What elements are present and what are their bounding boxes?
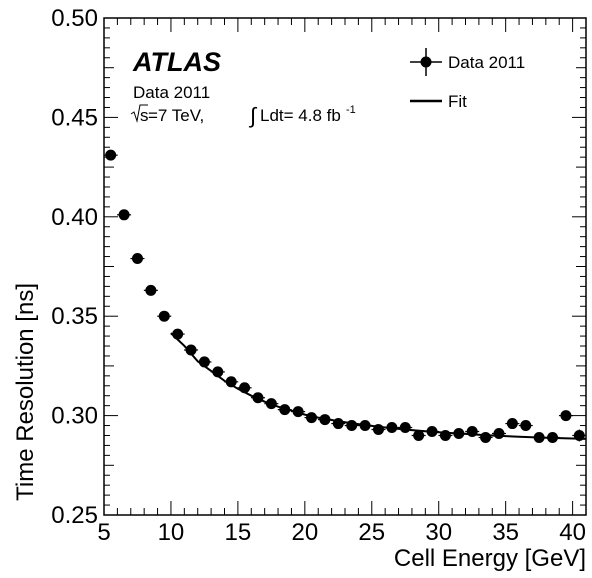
y-axis-ticks: 0.25 0.30 0.35 0.40 0.45 0.50 (51, 5, 586, 529)
y-tick-label: 0.45 (51, 104, 98, 131)
x-tick-label: 30 (425, 519, 452, 546)
data-point (453, 427, 465, 439)
x-tick-label: 5 (97, 519, 110, 546)
legend-entry-fit: Fit (410, 92, 467, 111)
experiment-annotation: ATLAS Data 2011 s =7 TeV, ∫ Ldt= 4.8 fb … (130, 47, 356, 128)
data-point (386, 422, 398, 434)
atlas-label: ATLAS (132, 47, 221, 77)
data-point (131, 253, 143, 265)
x-tick-label: 20 (291, 519, 318, 546)
data-point (560, 410, 572, 422)
data-point (185, 344, 197, 356)
dataset-label: Data 2011 (133, 83, 210, 102)
data-point (319, 414, 331, 426)
data-point (493, 427, 505, 439)
data-point (239, 382, 251, 394)
y-axis-label: Time Resolution [ns] (12, 283, 39, 501)
data-point (292, 406, 304, 418)
data-point (346, 420, 358, 432)
data-point (533, 431, 545, 443)
data-point (332, 418, 344, 430)
y-tick-label: 0.50 (51, 5, 98, 32)
legend-data-marker (420, 56, 432, 68)
data-point (105, 149, 117, 161)
data-point (426, 426, 438, 438)
data-point (399, 422, 411, 434)
legend-entry-data: Data 2011 (410, 48, 525, 76)
x-tick-label: 35 (492, 519, 519, 546)
data-point (372, 424, 384, 436)
data-point (172, 328, 184, 340)
data-point (480, 431, 492, 443)
data-point (359, 420, 371, 432)
data-layer (103, 149, 587, 443)
data-point (118, 209, 130, 221)
x-axis-ticks: 5 10 15 20 25 30 35 40 (97, 18, 587, 546)
legend-fit-label: Fit (448, 92, 467, 111)
conditions-label: s =7 TeV, ∫ Ldt= 4.8 fb -1 (130, 103, 356, 128)
x-tick-label: 15 (225, 519, 252, 546)
data-point (145, 284, 157, 296)
y-tick-label: 0.30 (51, 403, 98, 430)
y-tick-label: 0.35 (51, 303, 98, 330)
sqrt-s-label: s (140, 106, 149, 125)
data-point (466, 426, 478, 438)
data-point (547, 431, 559, 443)
x-tick-label: 10 (158, 519, 185, 546)
integral-symbol: ∫ (248, 103, 258, 128)
y-tick-label: 0.40 (51, 204, 98, 231)
data-point (413, 429, 425, 441)
data-point (225, 376, 237, 388)
data-point (506, 418, 518, 430)
data-point (573, 429, 585, 441)
x-tick-label: 25 (358, 519, 385, 546)
data-point (279, 404, 291, 416)
legend: Data 2011 Fit (410, 48, 525, 111)
y-tick-label: 0.25 (51, 502, 98, 529)
x-tick-label: 40 (559, 519, 586, 546)
luminosity-label: Ldt= 4.8 fb (260, 106, 341, 125)
energy-label: =7 TeV, (148, 106, 204, 125)
data-point (252, 392, 264, 404)
legend-data-label: Data 2011 (448, 53, 525, 72)
data-point (265, 398, 277, 410)
x-axis-label: Cell Energy [GeV] (394, 545, 586, 572)
data-point (158, 310, 170, 322)
data-point (520, 420, 532, 432)
data-point (306, 412, 318, 424)
data-point (212, 366, 224, 378)
sqrt-radical-icon (130, 104, 148, 123)
luminosity-exponent: -1 (346, 104, 356, 116)
data-point (439, 429, 451, 441)
data-point (198, 356, 210, 368)
